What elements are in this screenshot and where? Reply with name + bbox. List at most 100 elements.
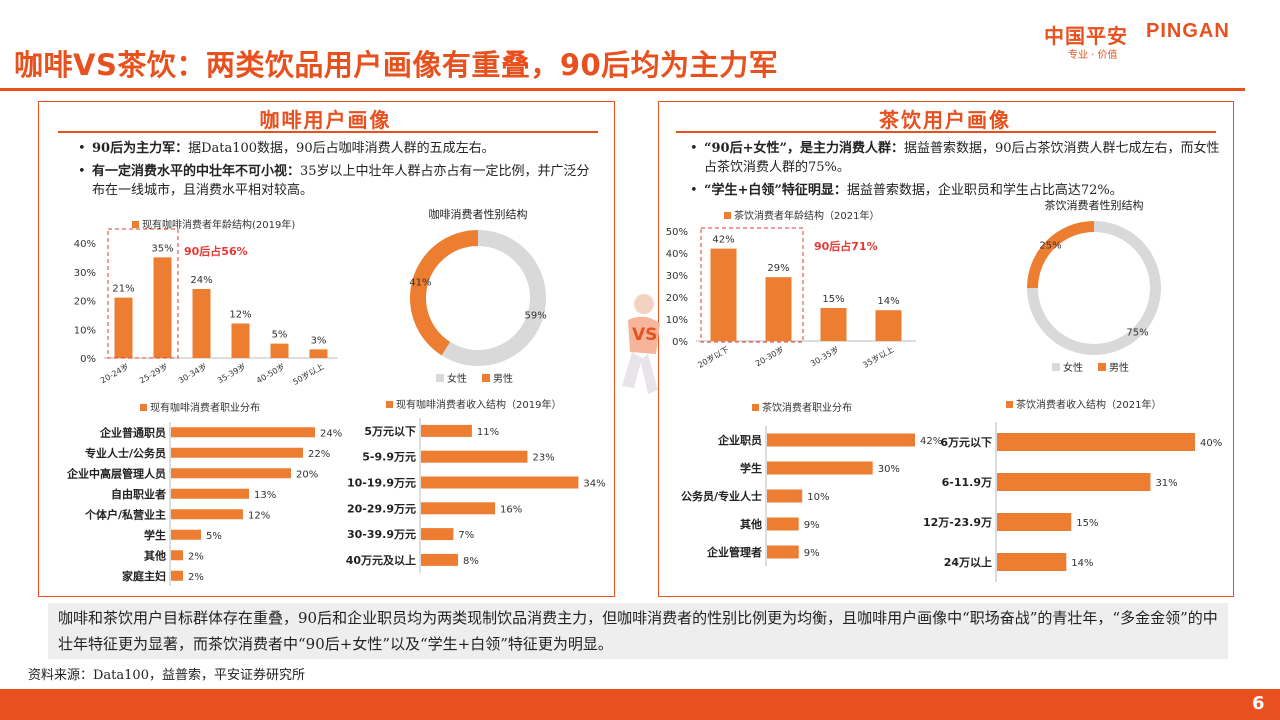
tea-bullet-2: • “学生+白领”特征明显：据益普索数据，企业职员和学生占比高达72%。: [690, 183, 1123, 198]
coffee-gender-title: 咖啡消费者性别结构: [429, 207, 528, 221]
tea-job-title: 茶饮消费者职业分布: [762, 401, 852, 414]
page-title: 咖啡VS茶饮：两类饮品用户画像有重叠，90后均为主力军: [14, 48, 779, 82]
tea-job-data-label: 42%: [920, 436, 942, 447]
coffee-income-bar: [421, 553, 459, 566]
coffee-job-bar: [171, 529, 201, 540]
coffee-age-ytick: 40%: [74, 239, 96, 250]
coffee-age-bar: [309, 349, 328, 358]
tea-income-legend-swatch: [1006, 401, 1013, 408]
coffee-age-xtick: 20-24岁: [98, 361, 130, 385]
page-number: 6: [1252, 693, 1265, 714]
tea-job-data-label: 9%: [804, 548, 820, 559]
tea-age-ytick: 10%: [666, 315, 688, 326]
coffee-gender-slice-label: 41%: [409, 277, 431, 288]
coffee-bullet-1-text: 据Data100数据，90后占咖啡消费人群的五成左右。: [188, 141, 495, 156]
tea-age-bar: [710, 248, 737, 341]
tea-age-annotation: 90后占71%: [814, 239, 878, 253]
brand-logo-en: PINGAN: [1146, 20, 1230, 42]
tea-bullet-2-bold: “学生+白领”特征明显：: [704, 183, 847, 198]
coffee-job-bar: [171, 488, 249, 499]
tea-age-ytick: 20%: [666, 293, 688, 304]
tea-job-bar: [767, 461, 873, 475]
tea-income-category-label: 12万-23.9万: [923, 516, 992, 529]
footer-bar: [0, 689, 1280, 720]
tea-job-bar: [767, 545, 799, 559]
coffee-job-data-label: 5%: [206, 531, 222, 542]
coffee-age-data-label: 12%: [229, 310, 251, 321]
coffee-age-bar: [192, 289, 211, 358]
header-divider: [0, 88, 1245, 91]
tea-job-category-label: 其他: [740, 517, 762, 531]
coffee-income-data-label: 7%: [458, 530, 474, 541]
tea-job-data-label: 30%: [878, 464, 900, 475]
tea-age-data-label: 15%: [822, 294, 844, 305]
tea-gender-legend-label: 女性: [1063, 361, 1083, 374]
tea-job-bar: [767, 489, 803, 503]
tea-income-bar: [997, 473, 1151, 491]
tea-job-data-label: 9%: [804, 520, 820, 531]
coffee-age-bar: [231, 323, 250, 358]
tea-job-bar: [767, 517, 799, 531]
coffee-age-ytick: 20%: [74, 297, 96, 308]
tea-job-category-label: 企业管理者: [706, 545, 762, 559]
coffee-gender-slice: [441, 230, 546, 367]
tea-income-title: 茶饮消费者收入结构（2021年）: [1016, 398, 1161, 411]
coffee-income-bar: [421, 450, 528, 463]
tea-job-category-label: 学生: [740, 461, 762, 475]
coffee-income-category-label: 5-9.9万元: [362, 451, 416, 464]
coffee-job-category-label: 其他: [144, 548, 166, 562]
tea-panel: [658, 101, 1234, 597]
coffee-age-data-label: 35%: [151, 243, 173, 254]
tea-age-title: 茶饮消费者年龄结构（2021年）: [734, 209, 879, 222]
coffee-age-data-label: 5%: [272, 330, 288, 341]
coffee-age-annotation: 90后占56%: [184, 244, 248, 258]
coffee-age-title: 现有咖啡消费者年龄结构(2019年): [142, 218, 295, 231]
coffee-job-bar: [171, 550, 183, 561]
coffee-age-xtick: 50岁以上: [291, 361, 326, 387]
coffee-gender-legend-label: 男性: [493, 372, 513, 385]
coffee-income-data-label: 34%: [583, 479, 605, 490]
coffee-job-bar: [171, 427, 315, 438]
tea-job-bar: [767, 433, 915, 447]
tea-bullets: • “90后+女性”，是主力消费人群：据益普索数据，90后占茶饮消费人群七成左右…: [690, 139, 1220, 204]
coffee-age-data-label: 21%: [112, 284, 134, 295]
coffee-bullet-2-text: 35岁以上中壮年人群占亦占有一定比例，并广泛分布在一线城市，且消费水平相对较高。: [92, 164, 590, 198]
coffee-job-category-label: 企业中高层管理人员: [66, 466, 166, 480]
tea-gender-slice-label: 25%: [1039, 241, 1061, 252]
coffee-panel-title: 咖啡用户画像: [259, 108, 392, 132]
coffee-income-bar: [421, 502, 496, 515]
coffee-age-ytick: 10%: [74, 325, 96, 336]
coffee-income-category-label: 30-39.9万元: [347, 528, 416, 541]
coffee-income-legend-swatch: [386, 401, 393, 408]
tea-age-bar: [765, 277, 792, 341]
charts-canvas: 现有咖啡消费者年龄结构(2019年) 0% 10% 20% 30% 40% 21% 20-24…: [66, 198, 1222, 586]
tea-age-ytick: 0%: [672, 337, 688, 348]
coffee-gender-legend-swatch: [482, 374, 490, 382]
coffee-job-bar: [171, 570, 183, 581]
coffee-income-category-label: 5万元以下: [364, 425, 416, 438]
coffee-job-category-label: 自由职业者: [111, 487, 166, 501]
coffee-income-bar: [421, 528, 454, 541]
coffee-age-xtick: 35-39岁: [215, 361, 247, 385]
coffee-job-data-label: 12%: [248, 510, 270, 521]
tea-age-ytick: 50%: [666, 227, 688, 238]
coffee-income-title: 现有咖啡消费者收入结构（2019年）: [396, 398, 561, 411]
tea-bullet-1-text: 据益普索数据，90后占茶饮消费人群七成左右，而女性占茶饮消费人群的75%。: [704, 141, 1220, 175]
coffee-age-highlight-box: [107, 228, 179, 359]
coffee-job-data-label: 13%: [254, 490, 276, 501]
coffee-job-category-label: 学生: [144, 528, 166, 542]
coffee-age-xtick: 30-34岁: [176, 361, 208, 385]
coffee-income-bar: [421, 424, 472, 437]
tea-job-legend-swatch: [752, 404, 759, 411]
tea-gender-legend-swatch: [1098, 363, 1106, 371]
coffee-income-category-label: 10-19.9万元: [347, 477, 416, 490]
brand-slogan: 专业 · 价值: [1068, 50, 1118, 61]
coffee-bullet-1-bold: 90后为主力军：: [92, 141, 189, 156]
tea-income-bar: [997, 433, 1195, 451]
tea-job-category-label: 企业职员: [717, 433, 762, 447]
coffee-title-underline: [58, 131, 598, 133]
coffee-job-category-label: 家庭主妇: [122, 569, 166, 583]
conclusion-box: 咖啡和茶饮用户目标群体存在重叠，90后和企业职员均为两类现制饮品消费主力，但咖啡…: [48, 603, 1228, 659]
coffee-job-bar: [171, 447, 303, 458]
tea-bullet-2-text: 据益普索数据，企业职员和学生占比高达72%。: [846, 183, 1123, 198]
